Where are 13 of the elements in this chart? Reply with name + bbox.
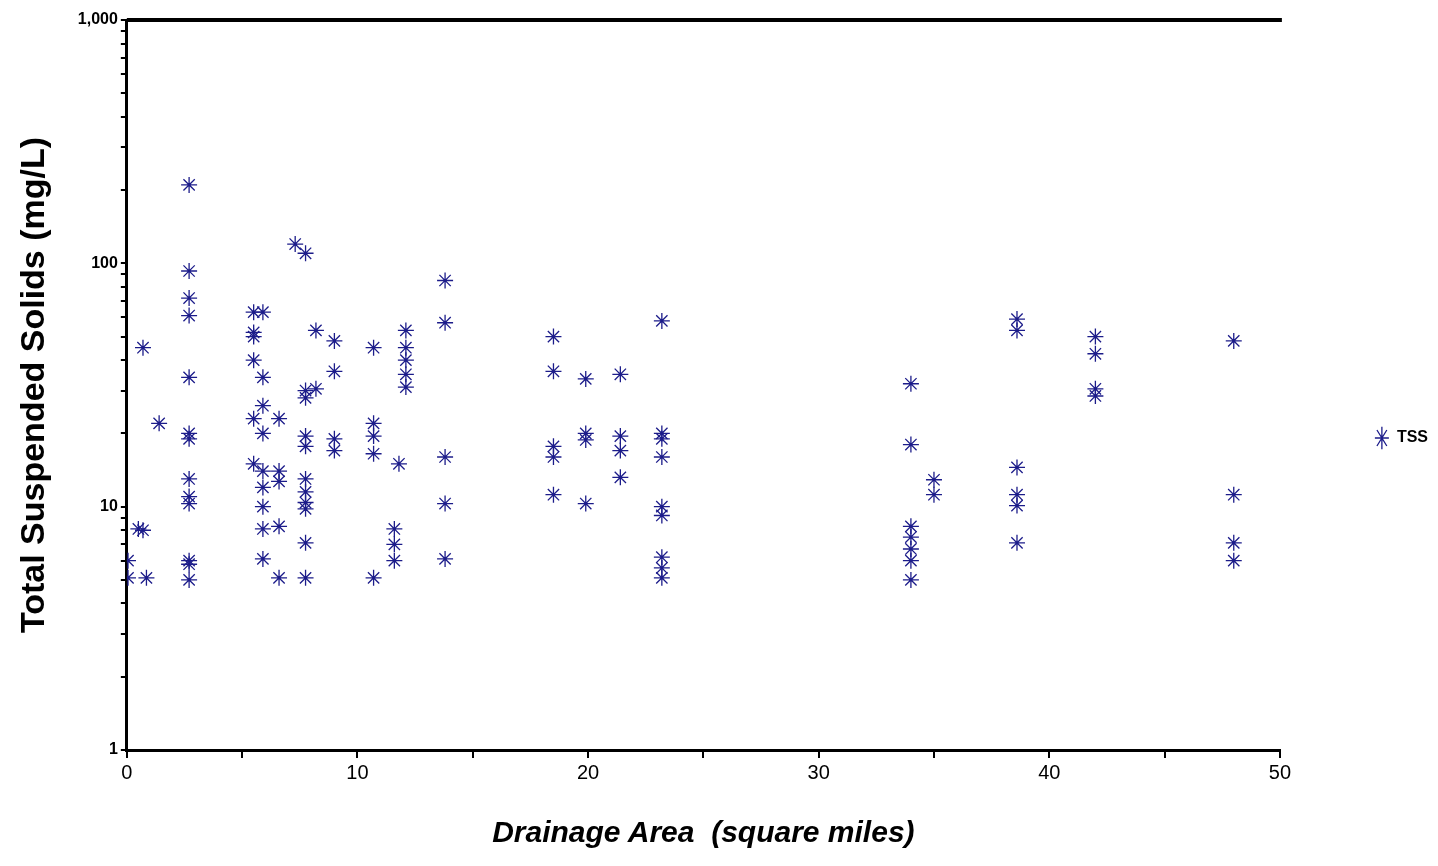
- x-tick-label: 50: [1268, 760, 1292, 783]
- legend-label: TSS: [1396, 428, 1429, 446]
- x-axis-title: Drainage Area (square miles): [492, 815, 915, 849]
- x-tick-label: 10: [346, 760, 369, 783]
- x-tick-label: 40: [1038, 760, 1061, 783]
- y-tick-label: 100: [91, 253, 118, 271]
- y-axis-title: Total Suspended Solids (mg/L): [12, 136, 51, 634]
- x-tick-label: 30: [807, 760, 830, 783]
- x-tick-label: 0: [121, 760, 133, 783]
- x-tick-label: 20: [576, 760, 600, 783]
- y-tick-label: 1,000: [77, 10, 118, 28]
- y-tick-label: 1: [108, 740, 118, 758]
- y-tick-label: 10: [100, 497, 118, 515]
